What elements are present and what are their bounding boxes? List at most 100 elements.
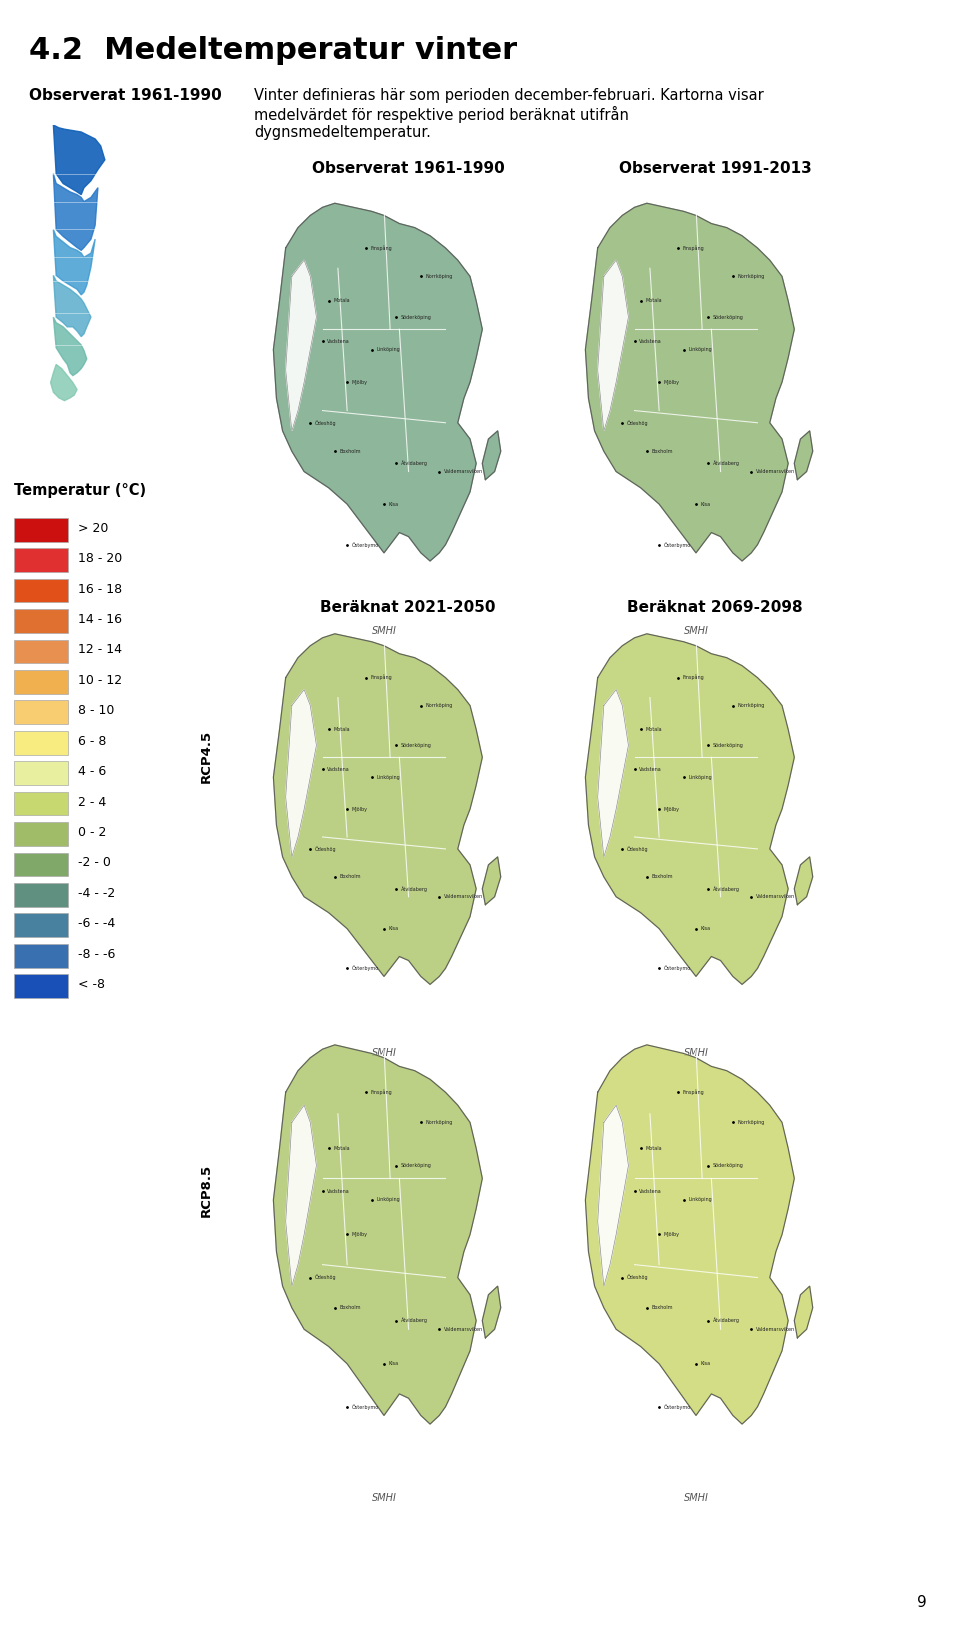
Text: Kisa: Kisa (701, 927, 710, 932)
Bar (14, 792, 68, 816)
Text: Kisa: Kisa (701, 501, 710, 507)
Text: Ödeshög: Ödeshög (627, 846, 649, 852)
Text: Linköping: Linköping (688, 1197, 712, 1203)
Text: Linköping: Linköping (376, 346, 400, 353)
Text: -4 - -2: -4 - -2 (79, 886, 115, 899)
Text: Mjölby: Mjölby (663, 379, 680, 385)
Text: Mjölby: Mjölby (351, 806, 368, 811)
Text: Motala: Motala (645, 298, 662, 304)
Text: -2 - 0: -2 - 0 (79, 857, 111, 870)
Text: Åtvidaberg: Åtvidaberg (713, 460, 740, 467)
Text: Kisa: Kisa (389, 1361, 398, 1366)
Text: Boxholm: Boxholm (652, 1306, 673, 1311)
Text: Ödeshög: Ödeshög (315, 420, 337, 426)
Text: Mjölby: Mjölby (351, 379, 368, 385)
Text: 0 - 2: 0 - 2 (79, 826, 107, 839)
Text: Vadstena: Vadstena (639, 1189, 661, 1193)
Polygon shape (274, 1046, 482, 1424)
Text: Norrköping: Norrköping (425, 273, 453, 280)
Polygon shape (54, 125, 105, 195)
Text: 14 - 16: 14 - 16 (79, 613, 122, 626)
Bar (14, 852, 68, 876)
Text: Norrköping: Norrköping (737, 273, 765, 280)
Text: Valdemarsviken: Valdemarsviken (444, 894, 483, 899)
Text: Vadstena: Vadstena (639, 338, 661, 345)
Text: 6 - 8: 6 - 8 (79, 735, 107, 748)
Polygon shape (274, 203, 482, 561)
Text: Boxholm: Boxholm (652, 449, 673, 454)
Polygon shape (286, 260, 317, 431)
Text: Österbymo: Österbymo (351, 541, 379, 548)
Polygon shape (794, 1286, 813, 1338)
Text: Ödeshög: Ödeshög (315, 846, 337, 852)
Text: Linköping: Linköping (376, 774, 400, 780)
Polygon shape (54, 229, 95, 294)
Text: Valdemarsviken: Valdemarsviken (444, 1327, 483, 1332)
Polygon shape (54, 275, 91, 337)
Text: Åtvidaberg: Åtvidaberg (713, 886, 740, 891)
Text: Finspång: Finspång (683, 675, 704, 680)
Polygon shape (54, 174, 98, 250)
Text: Observerat 1961-1990: Observerat 1961-1990 (29, 88, 222, 102)
Text: Mjölby: Mjölby (351, 1233, 368, 1237)
Bar (14, 883, 68, 907)
Text: Finspång: Finspång (371, 246, 392, 250)
Polygon shape (54, 317, 86, 376)
Text: RCP8.5: RCP8.5 (200, 1164, 213, 1216)
Bar (14, 670, 68, 694)
Text: Vadstena: Vadstena (327, 767, 349, 772)
Polygon shape (586, 203, 794, 561)
Text: Motala: Motala (333, 727, 350, 732)
Text: SMHI: SMHI (372, 1049, 396, 1059)
Text: Observerat 1991-2013: Observerat 1991-2013 (619, 161, 811, 176)
Text: 12 - 14: 12 - 14 (79, 644, 122, 657)
Text: Åtvidaberg: Åtvidaberg (401, 1317, 428, 1324)
Polygon shape (482, 1286, 501, 1338)
Polygon shape (586, 1046, 794, 1424)
Bar (14, 914, 68, 937)
Text: Söderköping: Söderköping (401, 314, 432, 320)
Text: Finspång: Finspång (683, 1089, 704, 1094)
Text: Vadstena: Vadstena (639, 767, 661, 772)
Bar (14, 730, 68, 754)
Text: -6 - -4: -6 - -4 (79, 917, 115, 930)
Text: Vinter definieras här som perioden december-februari. Kartorna visar
medelvärdet: Vinter definieras här som perioden decem… (254, 88, 764, 140)
Text: Österbymo: Österbymo (351, 1403, 379, 1410)
Text: Boxholm: Boxholm (340, 1306, 361, 1311)
Bar (14, 974, 68, 998)
Text: Österbymo: Österbymo (663, 966, 691, 971)
Polygon shape (286, 1106, 317, 1286)
Text: Ödeshög: Ödeshög (315, 1275, 337, 1280)
Text: 16 - 18: 16 - 18 (79, 582, 122, 595)
Bar (14, 945, 68, 967)
Text: Finspång: Finspång (683, 246, 704, 250)
Text: Linköping: Linköping (688, 774, 712, 780)
Text: Vadstena: Vadstena (327, 1189, 349, 1193)
Text: Motala: Motala (645, 1146, 662, 1151)
Text: Mjölby: Mjölby (663, 806, 680, 811)
Text: 4 - 6: 4 - 6 (79, 766, 107, 779)
Text: Linköping: Linköping (376, 1197, 400, 1203)
Text: 18 - 20: 18 - 20 (79, 553, 123, 566)
Text: Motala: Motala (645, 727, 662, 732)
Text: Beräknat 2069-2098: Beräknat 2069-2098 (628, 600, 803, 615)
Bar (14, 639, 68, 663)
Text: -8 - -6: -8 - -6 (79, 948, 115, 961)
Polygon shape (598, 260, 629, 431)
Polygon shape (274, 634, 482, 984)
Text: Österbymo: Österbymo (663, 1403, 691, 1410)
Text: Kisa: Kisa (389, 501, 398, 507)
Bar (14, 610, 68, 633)
Text: Vadstena: Vadstena (327, 338, 349, 345)
Text: 10 - 12: 10 - 12 (79, 673, 122, 686)
Text: SMHI: SMHI (372, 1493, 396, 1502)
Text: Kisa: Kisa (701, 1361, 710, 1366)
Text: 8 - 10: 8 - 10 (79, 704, 114, 717)
Text: Ödeshög: Ödeshög (627, 1275, 649, 1280)
Text: Norrköping: Norrköping (425, 1120, 453, 1125)
Text: Valdemarsviken: Valdemarsviken (756, 468, 795, 475)
Text: Söderköping: Söderköping (401, 743, 432, 748)
Text: Valdemarsviken: Valdemarsviken (756, 894, 795, 899)
Text: Åtvidaberg: Åtvidaberg (401, 460, 428, 467)
Bar (14, 579, 68, 602)
